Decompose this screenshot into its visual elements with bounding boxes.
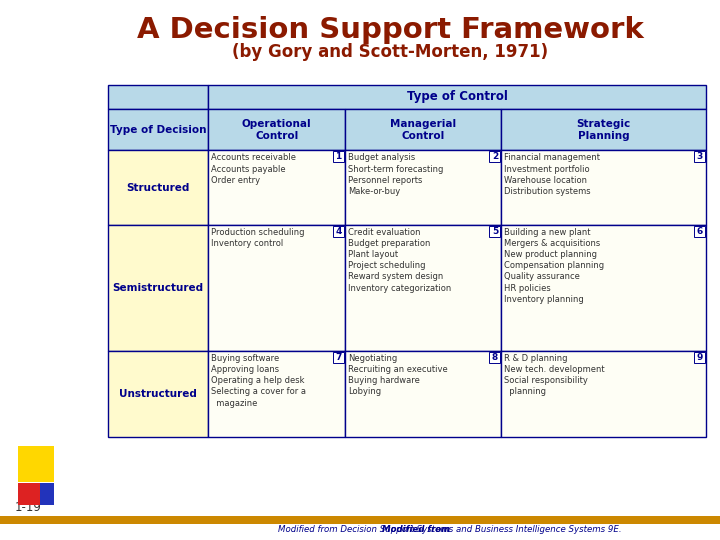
FancyBboxPatch shape — [108, 151, 209, 225]
FancyBboxPatch shape — [490, 152, 500, 163]
FancyBboxPatch shape — [694, 152, 705, 163]
FancyBboxPatch shape — [502, 151, 706, 225]
FancyBboxPatch shape — [345, 109, 502, 151]
FancyBboxPatch shape — [333, 352, 344, 363]
Text: Budget analysis
Short-term forecasting
Personnel reports
Make-or-buy: Budget analysis Short-term forecasting P… — [348, 153, 444, 196]
Text: Modified from: Modified from — [382, 525, 450, 535]
Text: Financial management
Investment portfolio
Warehouse location
Distribution system: Financial management Investment portfoli… — [505, 153, 600, 196]
Text: Semistructured: Semistructured — [112, 283, 204, 293]
Text: Modified from Decision Support Systems and Business Intelligence Systems 9E.: Modified from Decision Support Systems a… — [278, 525, 622, 535]
Text: Strategic
Planning: Strategic Planning — [577, 119, 631, 140]
Text: 7: 7 — [335, 353, 341, 362]
FancyBboxPatch shape — [40, 483, 54, 505]
Text: 1-19: 1-19 — [15, 501, 42, 514]
FancyBboxPatch shape — [333, 226, 344, 237]
FancyBboxPatch shape — [108, 351, 209, 437]
FancyBboxPatch shape — [209, 85, 706, 109]
Text: Type of Control: Type of Control — [407, 91, 508, 104]
FancyBboxPatch shape — [502, 225, 706, 351]
Text: 6: 6 — [696, 227, 703, 236]
Text: Buying software
Approving loans
Operating a help desk
Selecting a cover for a
  : Buying software Approving loans Operatin… — [212, 354, 307, 408]
Text: Accounts receivable
Accounts payable
Order entry: Accounts receivable Accounts payable Ord… — [212, 153, 297, 185]
Text: Production scheduling
Inventory control: Production scheduling Inventory control — [212, 228, 305, 248]
Text: 5: 5 — [492, 227, 498, 236]
FancyBboxPatch shape — [502, 109, 706, 151]
Text: Unstructured: Unstructured — [120, 389, 197, 399]
FancyBboxPatch shape — [209, 151, 345, 225]
Text: Type of Decision: Type of Decision — [110, 125, 207, 134]
FancyBboxPatch shape — [18, 483, 40, 505]
Text: 3: 3 — [696, 152, 703, 161]
FancyBboxPatch shape — [0, 516, 720, 524]
FancyBboxPatch shape — [108, 85, 209, 109]
Text: Operational
Control: Operational Control — [242, 119, 312, 140]
Text: Managerial
Control: Managerial Control — [390, 119, 456, 140]
FancyBboxPatch shape — [694, 226, 705, 237]
FancyBboxPatch shape — [345, 225, 502, 351]
Text: Credit evaluation
Budget preparation
Plant layout
Project scheduling
Reward syst: Credit evaluation Budget preparation Pla… — [348, 228, 451, 293]
FancyBboxPatch shape — [209, 225, 345, 351]
FancyBboxPatch shape — [345, 151, 502, 225]
Text: 1: 1 — [336, 152, 341, 161]
Text: (by Gory and Scott-Morten, 1971): (by Gory and Scott-Morten, 1971) — [232, 43, 548, 61]
FancyBboxPatch shape — [502, 351, 706, 437]
Text: Negotiating
Recruiting an executive
Buying hardware
Lobying: Negotiating Recruiting an executive Buyi… — [348, 354, 448, 396]
Text: R & D planning
New tech. development
Social responsibility
  planning: R & D planning New tech. development Soc… — [505, 354, 605, 396]
FancyBboxPatch shape — [490, 226, 500, 237]
Text: 9: 9 — [696, 353, 703, 362]
Text: 8: 8 — [492, 353, 498, 362]
Text: Structured: Structured — [127, 183, 190, 193]
FancyBboxPatch shape — [209, 109, 345, 151]
FancyBboxPatch shape — [345, 351, 502, 437]
Text: 2: 2 — [492, 152, 498, 161]
FancyBboxPatch shape — [490, 352, 500, 363]
FancyBboxPatch shape — [108, 225, 209, 351]
FancyBboxPatch shape — [333, 152, 344, 163]
Text: 4: 4 — [335, 227, 341, 236]
FancyBboxPatch shape — [209, 351, 345, 437]
Text: A Decision Support Framework: A Decision Support Framework — [137, 16, 644, 44]
FancyBboxPatch shape — [108, 109, 209, 151]
FancyBboxPatch shape — [694, 352, 705, 363]
FancyBboxPatch shape — [18, 446, 54, 482]
Text: Building a new plant
Mergers & acquisitions
New product planning
Compensation pl: Building a new plant Mergers & acquisiti… — [505, 228, 605, 303]
